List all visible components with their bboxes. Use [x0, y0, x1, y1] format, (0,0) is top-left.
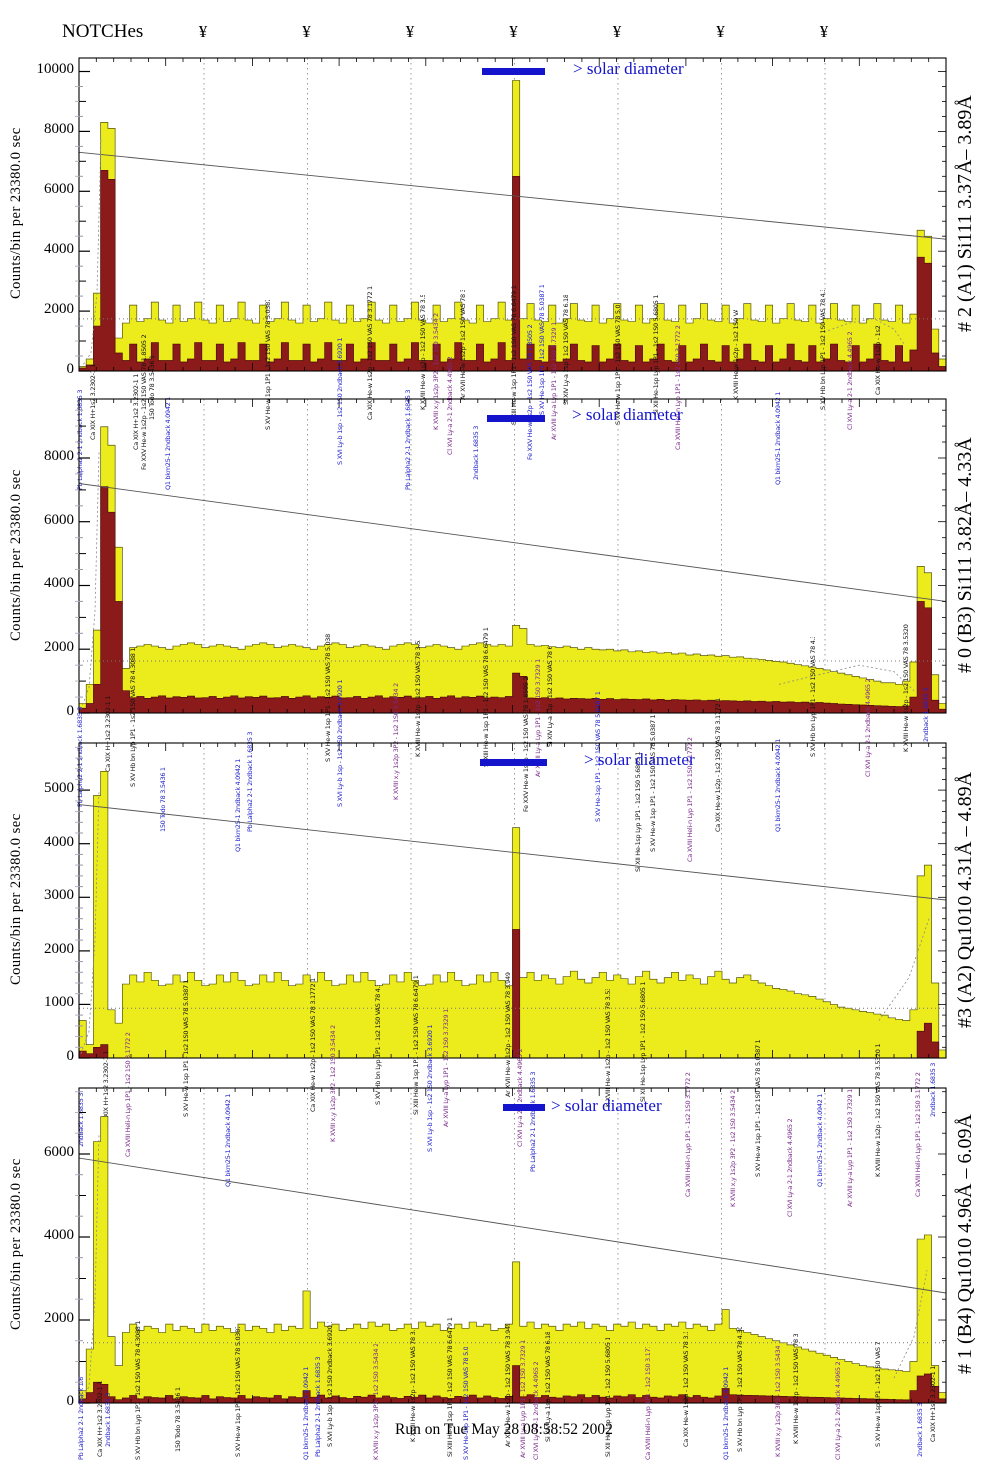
panel-1-right-label: # 2 (A1) Si111 3.37Å– 3.89Å	[954, 95, 976, 332]
y-tick-label: 8000	[44, 447, 74, 464]
panel-4-plot	[75, 1087, 947, 1404]
panel-1-plot	[75, 57, 947, 372]
notches-label: NOTCHes	[62, 21, 144, 42]
panel-2-right-label: # 0 (B3) Si111 3.82Å– 4.33Å	[954, 437, 976, 673]
notch-icon: ¥	[198, 22, 208, 41]
y-tick-label: 2000	[44, 301, 74, 318]
solar-diameter-bar	[487, 415, 545, 422]
panel-3-right-label: #3 (A2) Qu1010 4.31Å – 4.89Å	[954, 771, 976, 1028]
y-tick-label: 4000	[44, 1226, 74, 1243]
panel-3-plot	[75, 742, 947, 1059]
y-tick-label: 0	[66, 1393, 75, 1409]
y-tick-label: 6000	[44, 511, 74, 528]
panel-2-plot	[75, 398, 947, 714]
y-tick-label: 5000	[44, 780, 74, 797]
y-tick-label: 8000	[44, 121, 74, 138]
notch-icon: ¥	[405, 22, 415, 41]
solar-diameter-label: > solar diameter	[573, 59, 684, 78]
run-timestamp: Run on Tue May 28 08:58:52 2002	[395, 1421, 613, 1438]
y-tick-label: 0	[66, 1048, 75, 1064]
y-axis-title: Counts/bin per 23380.0 sec	[8, 469, 24, 641]
y-tick-label: 4000	[44, 241, 74, 258]
y-tick-label: 3000	[44, 887, 74, 904]
y-tick-label: 2000	[44, 940, 74, 957]
y-tick-label: 0	[66, 361, 75, 377]
y-tick-label: 10000	[36, 61, 75, 78]
y-tick-label: 6000	[44, 181, 74, 198]
notch-icon: ¥	[302, 22, 311, 41]
notch-icon: ¥	[819, 22, 829, 41]
notch-icon: ¥	[612, 22, 622, 41]
y-tick-label: 0	[66, 703, 75, 719]
panel-4-right-label: # 1 (B4) Qu1010 4.96Å – 6.09Å	[954, 1114, 976, 1375]
y-tick-label: 4000	[44, 833, 74, 850]
notch-icon: ¥	[509, 22, 518, 41]
y-tick-label: 6000	[44, 1143, 74, 1160]
y-tick-label: 2000	[44, 1309, 74, 1326]
y-axis-title: Counts/bin per 23380.0 sec	[8, 813, 24, 986]
y-axis-title: Counts/bin per 23380.0 sec	[8, 1158, 24, 1331]
solar-diameter-label: > solar diameter	[551, 1096, 662, 1115]
solar-diameter-bar	[503, 1104, 545, 1111]
solar-diameter-bar	[480, 759, 547, 766]
solar-diameter-bar	[482, 68, 545, 75]
y-axis-title: Counts/bin per 23380.0 sec	[8, 127, 24, 300]
y-tick-label: 2000	[44, 639, 74, 656]
solar-diameter-label: > solar diameter	[584, 750, 695, 769]
y-tick-label: 4000	[44, 575, 74, 592]
notch-icon: ¥	[716, 22, 725, 41]
solar-diameter-label: > solar diameter	[572, 405, 683, 424]
y-tick-label: 1000	[44, 994, 74, 1011]
